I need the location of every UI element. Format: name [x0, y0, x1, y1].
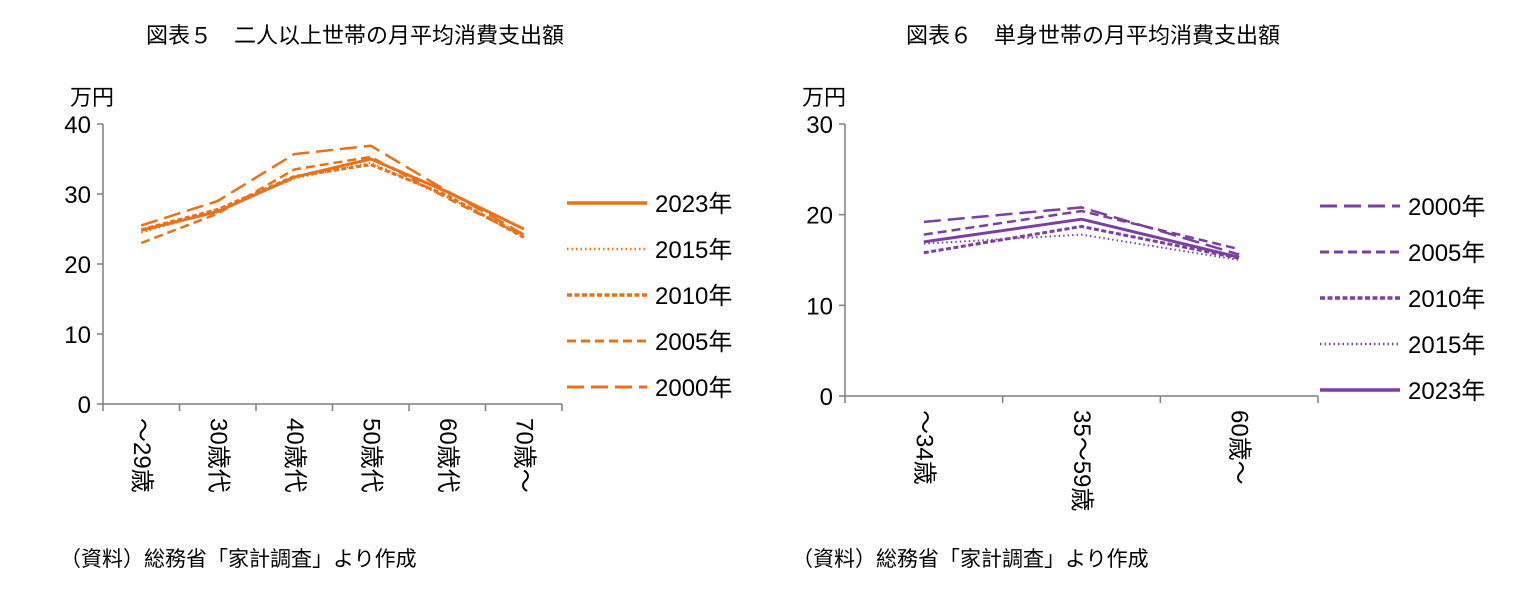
legend-label: 2000年 — [655, 375, 732, 402]
y-tick-label: 40 — [64, 112, 91, 139]
series-line-2015年 — [140, 161, 525, 236]
x-tick-label: 60歳代 — [434, 418, 461, 493]
x-tick-label: ～34歳 — [910, 410, 937, 485]
y-tick-label: 0 — [820, 384, 833, 411]
y-axis-unit-label: 万円 — [70, 85, 114, 110]
legend-label: 2015年 — [655, 237, 732, 264]
y-tick-label: 30 — [64, 182, 91, 209]
y-tick-label: 10 — [64, 322, 91, 349]
line-chart-single-households: 万円 0 10 20 30 ～34歳 35～59歳 60歳～ 2000年 2005年 2010年 20… — [802, 85, 1485, 511]
series-line-2000年 — [140, 144, 525, 236]
chart-panel-two-person-households: 図表５ 二人以上世帯の月平均消費支出額 万円 0 10 20 30 40 ～29歳 30歳代 4… — [0, 0, 760, 604]
source-note: （資料）総務省「家計調査」より作成 — [792, 547, 1149, 571]
legend-label: 2010年 — [655, 283, 732, 310]
y-tick-label: 30 — [806, 112, 833, 139]
x-tick-label: ～29歳 — [128, 418, 155, 493]
x-tick-label: 30歳代 — [204, 418, 231, 493]
legend-label: 2023年 — [655, 191, 732, 218]
x-tick-label: 70歳～ — [510, 418, 537, 493]
legend-label: 2005年 — [1408, 240, 1485, 267]
y-tick-label: 20 — [64, 252, 91, 279]
y-axis-unit-label: 万円 — [802, 85, 846, 110]
line-chart-two-person-households: 万円 0 10 20 30 40 ～29歳 30歳代 40歳代 50歳代 60歳代 70歳～ 2023年… — [64, 85, 732, 493]
source-note: （資料）総務省「家計調査」より作成 — [60, 547, 417, 571]
chart-title: 図表５ 二人以上世帯の月平均消費支出額 — [146, 24, 565, 49]
legend-label: 2005年 — [655, 329, 732, 356]
y-tick-label: 20 — [806, 203, 833, 230]
series-line-2005年 — [923, 209, 1240, 251]
y-tick-label: 10 — [806, 293, 833, 320]
series-line-2000年 — [923, 206, 1240, 256]
series-line-2015年 — [923, 233, 1240, 261]
legend-label: 2015年 — [1408, 332, 1485, 359]
x-tick-label: 60歳～ — [1226, 410, 1253, 485]
series-line-2010年 — [923, 224, 1240, 260]
legend-label: 2010年 — [1408, 286, 1485, 313]
series-line-2023年 — [923, 217, 1240, 259]
x-tick-label: 50歳代 — [357, 418, 384, 493]
legend-label: 2000年 — [1408, 194, 1485, 221]
y-tick-label: 0 — [78, 392, 91, 419]
chart-title: 図表６ 単身世帯の月平均消費支出額 — [906, 24, 1281, 49]
x-tick-label: 35～59歳 — [1068, 410, 1095, 511]
chart-panel-single-households: 図表６ 単身世帯の月平均消費支出額 万円 0 10 20 30 ～34歳 35～59歳 60歳… — [760, 0, 1521, 604]
x-tick-label: 40歳代 — [281, 418, 308, 493]
legend-label: 2023年 — [1408, 378, 1485, 405]
